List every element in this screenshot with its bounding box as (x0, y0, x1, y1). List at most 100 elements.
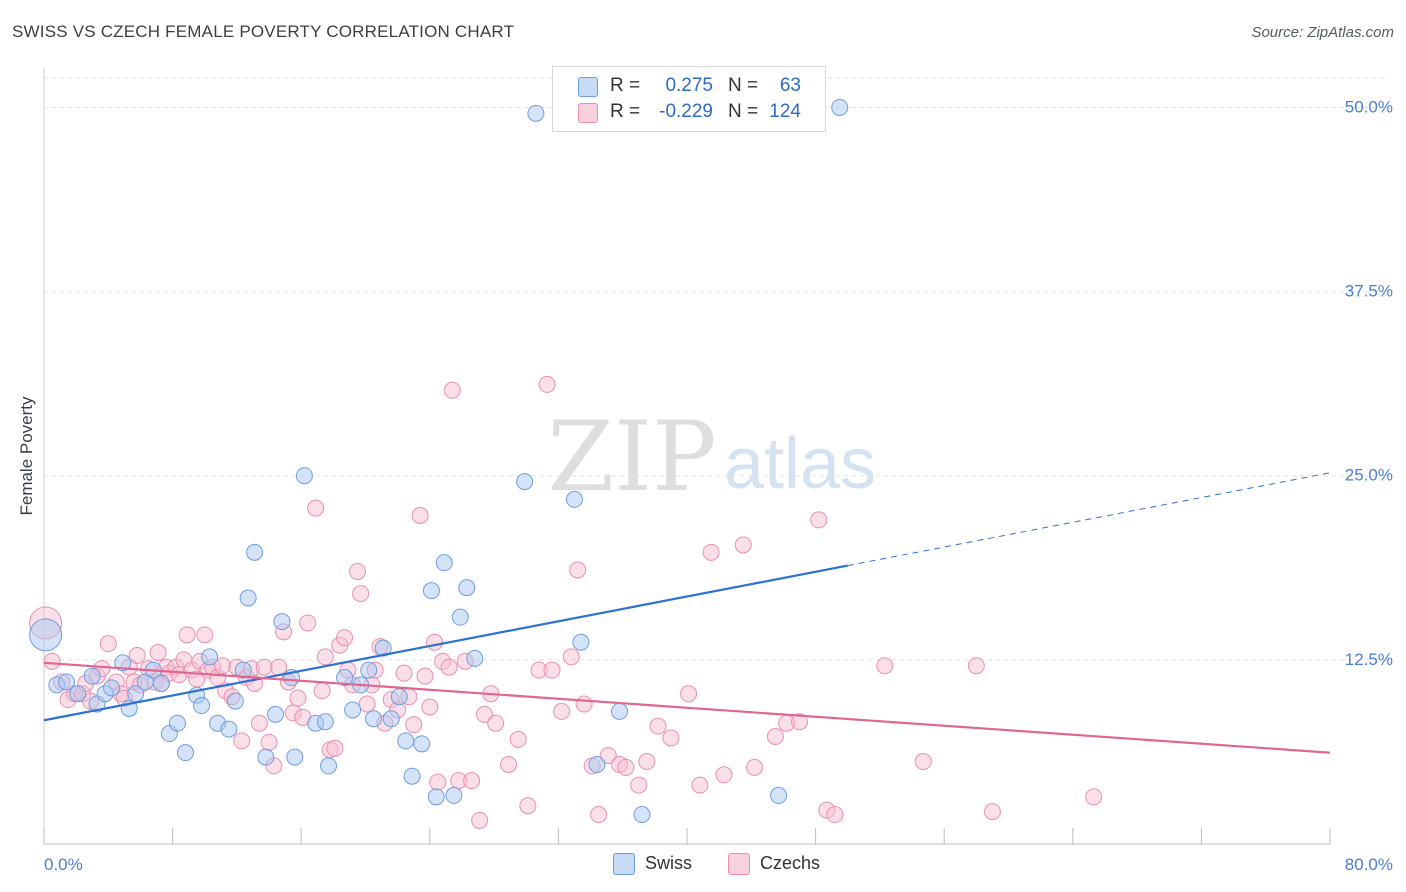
czech-point (500, 755, 518, 773)
czech-point (352, 585, 370, 603)
czech-point (876, 657, 894, 675)
czech-point (691, 776, 709, 794)
czech-point (250, 714, 268, 732)
tick-labels: 12.5% 25.0% 37.5% 50.0% 0.0% 80.0% (44, 97, 1393, 874)
swiss-point (633, 806, 651, 824)
x-tick-label: 80.0% (1345, 855, 1393, 874)
swiss-point (226, 692, 244, 710)
swiss-point (451, 608, 469, 626)
czech-point (630, 776, 648, 794)
swiss-point (588, 755, 606, 773)
watermark: ZIP atlas (547, 401, 876, 513)
czech-point (599, 747, 617, 765)
swiss-point (413, 735, 431, 753)
swiss-point (273, 613, 291, 631)
swiss-point (176, 744, 194, 762)
czech-point (358, 695, 376, 713)
swiss-point (458, 579, 476, 597)
czech-point (429, 773, 447, 791)
czech-point (662, 729, 680, 747)
y-tick-label: 37.5% (1345, 282, 1393, 301)
watermark-atlas: atlas (724, 424, 876, 504)
swiss-point (83, 667, 101, 685)
swiss-point (295, 467, 313, 485)
x-tick-label: 0.0% (44, 855, 83, 874)
czech-point (270, 658, 288, 676)
czech-point (983, 803, 1001, 821)
czech-point (196, 626, 214, 644)
czech-point (99, 635, 117, 653)
correlation-stats-box: R = 0.275 N = 63 R = -0.229 N = 124 (552, 66, 826, 132)
swiss-trend-line (43, 564, 848, 722)
swiss-point (246, 543, 264, 561)
czech-point (590, 806, 608, 824)
swiss-point (365, 710, 383, 728)
czech-point (1085, 788, 1103, 806)
swiss-point (316, 713, 334, 731)
swiss-point (266, 705, 284, 723)
czech-point (715, 766, 733, 784)
swiss-point (390, 688, 408, 706)
swiss-point (239, 589, 257, 607)
czech-point (914, 753, 932, 771)
swiss-point (466, 649, 484, 667)
czech-point (233, 732, 251, 750)
n-value: 124 (769, 101, 801, 122)
source-credit: Source: ZipAtlas.com (1251, 24, 1394, 41)
czech-point (299, 614, 317, 632)
czech-point (316, 648, 334, 666)
czech-point (649, 717, 667, 735)
czech-point (562, 648, 580, 666)
swiss-point (770, 786, 788, 804)
czech-point (638, 753, 656, 771)
swiss-point (320, 757, 338, 775)
czech-point (791, 713, 809, 731)
grid-lines (44, 77, 1390, 661)
czech-point (463, 772, 481, 790)
czech-point (307, 499, 325, 517)
czechs-legend-swatch (728, 853, 750, 875)
czech-point (336, 629, 354, 647)
czech-point (702, 543, 720, 561)
czech-point (734, 536, 752, 554)
czech-point (255, 658, 273, 676)
swiss-point (360, 661, 378, 679)
swiss-point (565, 490, 583, 508)
czech-point (416, 667, 434, 685)
swiss-point (168, 714, 186, 732)
swiss-point (220, 720, 238, 738)
n-label: N = (728, 101, 759, 122)
czech-point (543, 661, 561, 679)
swiss-point (610, 702, 628, 720)
swiss-legend-swatch (613, 853, 635, 875)
czechs-swatch (578, 103, 598, 123)
y-tick-label: 50.0% (1345, 97, 1393, 116)
r-value: 0.275 (665, 75, 713, 96)
y-tick-label: 25.0% (1345, 466, 1393, 485)
swiss-point (382, 710, 400, 728)
czech-point (538, 375, 556, 393)
swiss-point (336, 669, 354, 687)
swiss-point (69, 685, 87, 703)
legend-label-czechs: Czechs (760, 853, 821, 873)
czech-point (766, 727, 784, 745)
swiss-point (193, 697, 211, 715)
czech-point (421, 698, 439, 716)
czech-point (348, 562, 366, 580)
legend-label-swiss: Swiss (645, 853, 693, 873)
czech-point (509, 730, 527, 748)
swiss-point (234, 661, 252, 679)
swiss-point (397, 732, 415, 750)
swiss-point (527, 104, 545, 122)
swiss-point (286, 748, 304, 766)
n-value: 63 (779, 75, 801, 96)
swiss-swatch (578, 77, 598, 97)
r-label: R = (610, 101, 641, 122)
swiss-trend-extension (847, 472, 1331, 567)
axes (43, 68, 1331, 845)
swiss-point (445, 786, 463, 804)
swiss-point (29, 618, 63, 652)
swiss-point (344, 701, 362, 719)
czech-point (313, 682, 331, 700)
